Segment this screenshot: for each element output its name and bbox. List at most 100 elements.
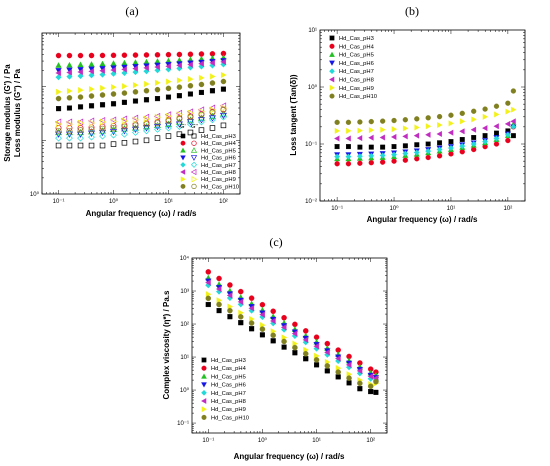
data-point xyxy=(471,116,477,123)
data-point-gp xyxy=(121,59,128,66)
x-tick-label: 10² xyxy=(219,199,228,205)
data-point-gp xyxy=(210,73,216,80)
data-point-gp xyxy=(166,78,172,85)
data-point xyxy=(334,119,340,125)
data-point-gp xyxy=(55,74,62,81)
legend-label: Hd_Cas_pH7 xyxy=(339,69,374,75)
data-point xyxy=(504,120,511,127)
data-point-gpp xyxy=(132,116,140,124)
data-point xyxy=(482,125,488,132)
legend-marker xyxy=(180,176,186,182)
data-point-gpp xyxy=(66,120,74,128)
data-point xyxy=(471,108,477,114)
data-point xyxy=(493,103,500,109)
legend-label: Hd_Cas_pH7 xyxy=(211,391,246,397)
data-point xyxy=(249,326,255,332)
data-point-gp xyxy=(187,91,194,97)
data-point xyxy=(292,350,298,356)
data-point xyxy=(303,350,309,357)
data-point xyxy=(227,282,233,288)
data-point-gp xyxy=(55,69,62,77)
data-point xyxy=(448,151,454,157)
data-point xyxy=(238,314,244,320)
legend-label: Hd_Cas_pH5 xyxy=(211,374,246,380)
data-point xyxy=(391,158,397,164)
data-point-gpp xyxy=(154,120,161,126)
data-point xyxy=(436,130,442,137)
data-point-gpp xyxy=(165,133,172,139)
data-point xyxy=(402,143,408,149)
data-point-gp xyxy=(176,62,182,69)
data-point-gpp xyxy=(66,125,73,131)
panel-label-c: (c) xyxy=(269,235,282,249)
data-point-gpp xyxy=(198,108,206,116)
data-point-gpp xyxy=(143,127,150,135)
data-point-gpp xyxy=(121,140,128,146)
data-point-gpp xyxy=(99,132,106,140)
data-point-gp xyxy=(55,106,62,112)
data-point-gpp xyxy=(88,119,96,127)
data-point-gpp xyxy=(220,113,227,121)
data-point xyxy=(482,138,489,145)
data-point-gp xyxy=(209,59,215,66)
data-point-gpp xyxy=(54,118,62,126)
data-point xyxy=(425,115,431,121)
data-point xyxy=(345,144,351,150)
data-point-gpp xyxy=(165,122,172,129)
x-tick-label: 10² xyxy=(366,438,375,444)
data-point xyxy=(413,149,420,156)
legend-marker xyxy=(180,147,186,153)
data-point-gpp xyxy=(110,117,118,125)
legend-label: Hd_Cas_pH6 xyxy=(201,156,236,162)
data-point xyxy=(248,295,255,301)
data-point xyxy=(270,338,276,344)
data-point-gpp xyxy=(99,118,107,126)
data-point xyxy=(259,326,266,332)
data-point xyxy=(459,128,465,135)
data-point xyxy=(368,160,374,166)
data-point-gpp xyxy=(165,112,173,120)
legend-marker xyxy=(201,398,207,404)
data-point-gpp xyxy=(76,118,84,126)
data-point xyxy=(459,110,465,116)
y-tick-label: 10⁻¹ xyxy=(177,421,189,427)
data-point-gp xyxy=(110,66,116,74)
data-point-gp xyxy=(176,77,183,84)
data-point-gpp xyxy=(187,129,194,136)
legend-label: Hd_Cas_pH4 xyxy=(201,141,237,147)
data-point xyxy=(448,139,454,145)
legend-label: Hd_Cas_pH9 xyxy=(211,407,246,413)
legend-marker xyxy=(180,155,186,161)
legend-marker xyxy=(191,133,197,139)
data-point-gp xyxy=(220,78,227,85)
data-point xyxy=(291,330,298,337)
data-point xyxy=(447,145,454,151)
data-point-gp xyxy=(154,96,161,102)
data-point-gpp xyxy=(164,111,172,119)
data-point-gp xyxy=(220,58,226,65)
data-point-gp xyxy=(165,94,172,100)
data-point xyxy=(324,363,331,369)
data-point-gpp xyxy=(209,116,216,124)
legend-label: Hd_Cas_pH3 xyxy=(211,358,246,364)
x-tick-label: 10¹ xyxy=(164,199,173,205)
legend-marker xyxy=(180,169,186,175)
x-tick-label: 10¹ xyxy=(447,206,456,212)
data-point-gpp xyxy=(77,131,84,138)
data-point xyxy=(335,369,341,375)
data-point xyxy=(281,338,287,345)
legend-marker xyxy=(191,183,197,190)
data-point-gpp xyxy=(219,110,227,117)
legend-label: Hd_Cas_pH8 xyxy=(211,399,246,405)
data-point xyxy=(482,133,488,139)
data-point xyxy=(402,133,408,140)
data-point-gpp xyxy=(132,122,139,129)
x-tick-label: 10¹ xyxy=(312,438,321,444)
data-point-gpp xyxy=(55,125,62,131)
data-point xyxy=(216,301,222,308)
legend-label: Hd_Cas_pH10 xyxy=(211,415,249,421)
data-point-gpp xyxy=(87,117,95,125)
data-point xyxy=(368,389,374,395)
y-tick-label: 10⁰ xyxy=(180,387,190,394)
y-tick-label: 10¹ xyxy=(180,355,189,361)
